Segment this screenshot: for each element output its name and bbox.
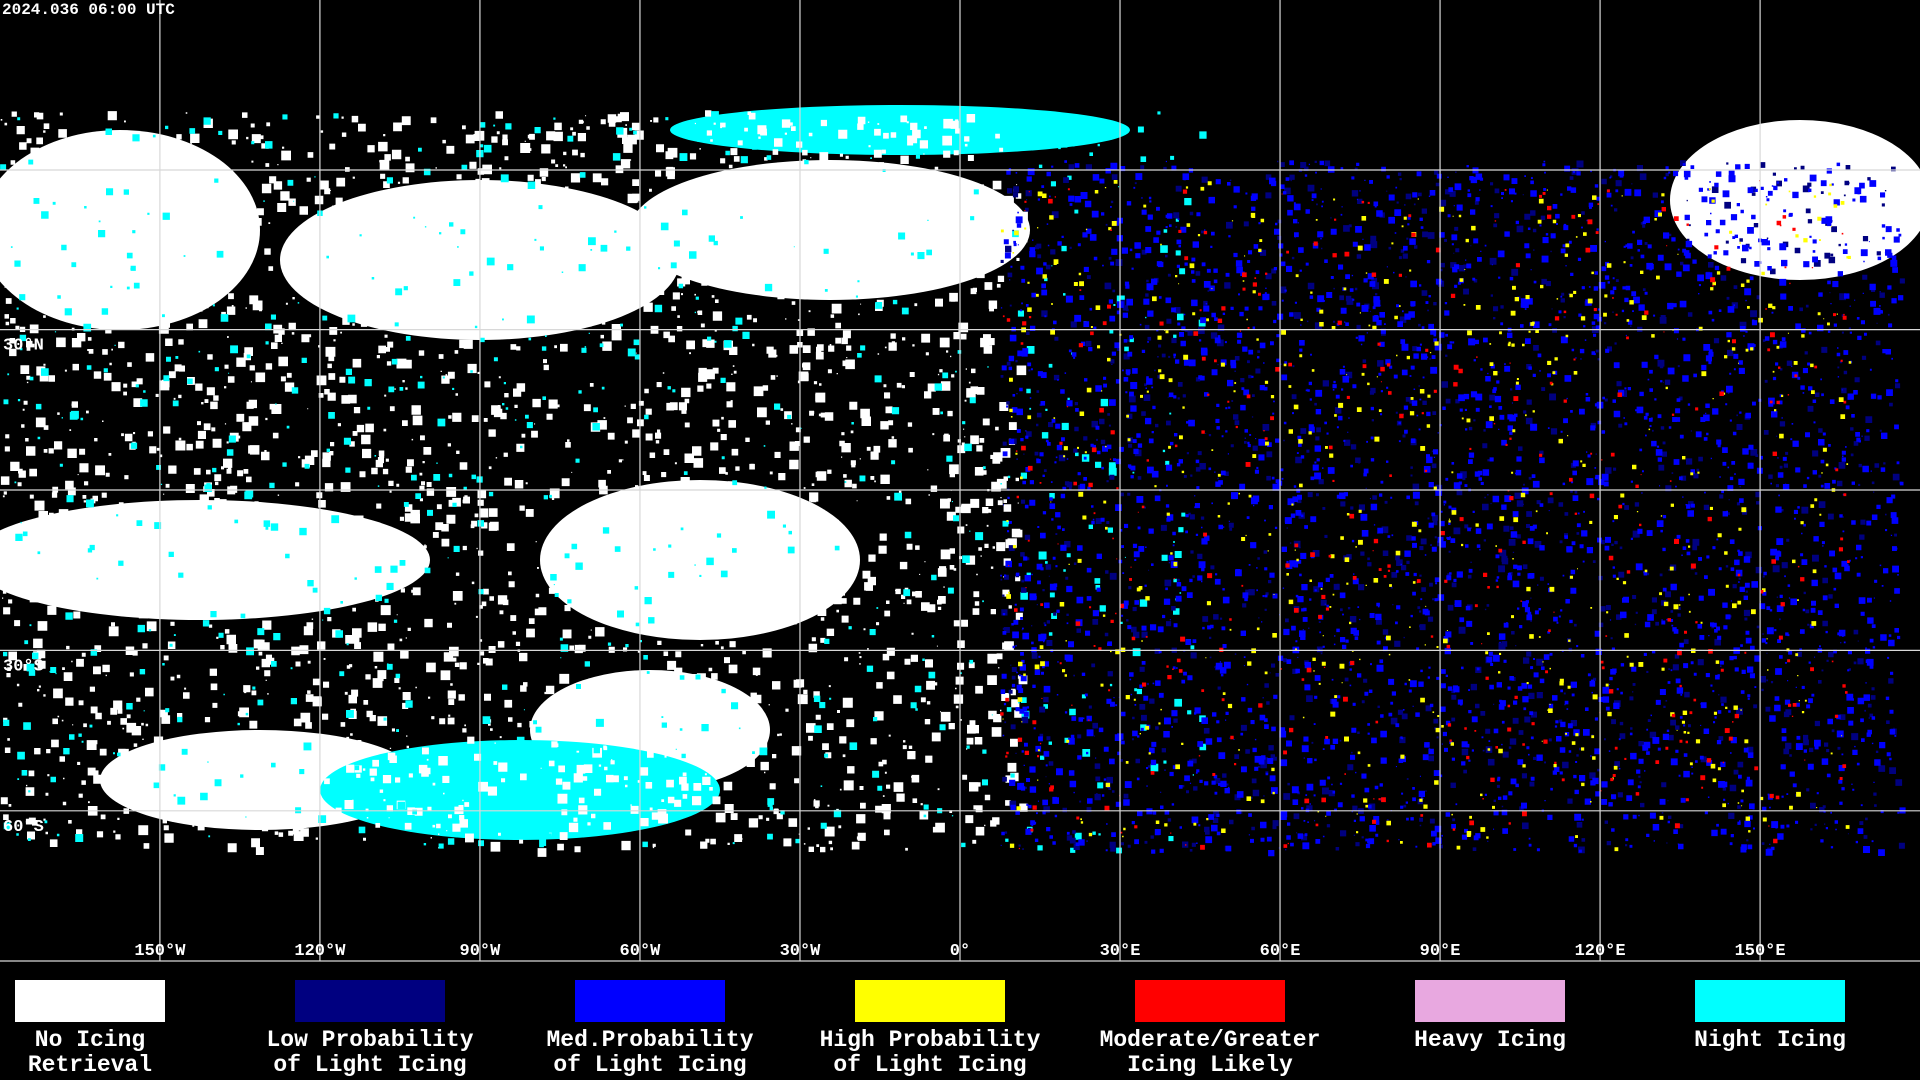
legend-swatch: [15, 980, 165, 1022]
legend-swatch: [1415, 980, 1565, 1022]
legend-label: of Light Icing: [833, 1052, 1026, 1078]
legend-swatch: [1695, 980, 1845, 1022]
legend-label: of Light Icing: [273, 1052, 466, 1078]
longitude-label: 60°E: [1260, 942, 1301, 961]
legend-swatch: [295, 980, 445, 1022]
latitude-label: 30°N: [3, 337, 44, 356]
cloud: [1670, 120, 1920, 280]
legend-swatch: [1135, 980, 1285, 1022]
latitude-label: 60°S: [3, 818, 44, 837]
latitude-label: 30°S: [3, 657, 44, 676]
cloud: [0, 500, 430, 620]
cloud: [630, 160, 1030, 300]
legend-label: Icing Likely: [1127, 1052, 1293, 1078]
legend-swatch: [575, 980, 725, 1022]
longitude-label: 150°E: [1735, 942, 1786, 961]
legend-label: No Icing: [35, 1027, 145, 1053]
legend-label: Night Icing: [1694, 1027, 1846, 1053]
longitude-label: 120°W: [294, 942, 346, 961]
graticule: [0, 0, 1920, 962]
longitude-label: 30°W: [780, 942, 822, 961]
legend-label: Low Probability: [266, 1027, 473, 1053]
longitude-label: 0°: [950, 942, 970, 961]
longitude-label: 30°E: [1100, 942, 1141, 961]
longitude-label: 150°W: [134, 942, 186, 961]
longitude-label: 120°E: [1575, 942, 1626, 961]
longitude-label: 90°E: [1420, 942, 1461, 961]
legend-swatch: [855, 980, 1005, 1022]
legend-label: Med.Probability: [546, 1027, 753, 1053]
night-icing-area: [670, 105, 1130, 155]
med-probability-specks: [1000, 160, 1906, 857]
timestamp: 2024.036 06:00 UTC: [2, 1, 175, 19]
legend-label: Retrieval: [28, 1052, 152, 1078]
satellite-imagery: [0, 105, 1920, 857]
longitude-label: 60°W: [620, 942, 662, 961]
legend-label: High Probability: [820, 1027, 1041, 1053]
cloud-specks: [0, 110, 1028, 857]
longitude-label: 90°W: [460, 942, 502, 961]
legend-label: of Light Icing: [553, 1052, 746, 1078]
legend-label: Moderate/Greater: [1100, 1027, 1321, 1053]
legend-label: Heavy Icing: [1414, 1027, 1566, 1053]
